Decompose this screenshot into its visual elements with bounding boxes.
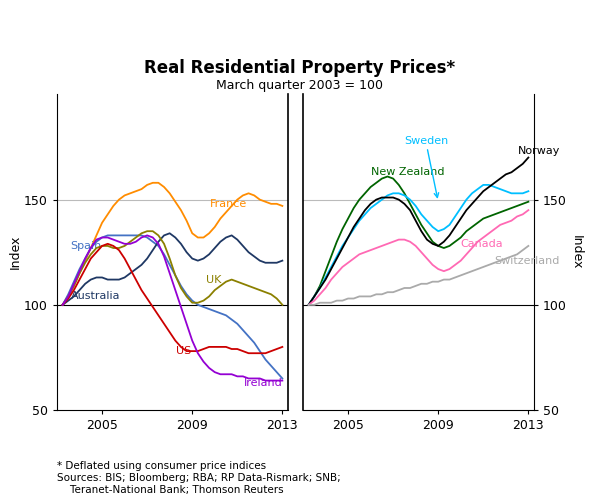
Y-axis label: Index: Index	[8, 235, 22, 269]
Text: Australia: Australia	[71, 291, 120, 301]
Text: UK: UK	[206, 274, 221, 285]
Text: * Deflated using consumer price indices
Sources: BIS; Bloomberg; RBA; RP Data-Ri: * Deflated using consumer price indices …	[57, 461, 341, 495]
Text: Switzerland: Switzerland	[494, 255, 560, 265]
Y-axis label: Index: Index	[569, 235, 583, 269]
Text: New Zealand: New Zealand	[371, 167, 444, 177]
Text: US: US	[176, 346, 191, 356]
Text: Canada: Canada	[461, 239, 503, 249]
Text: Real Residential Property Prices*: Real Residential Property Prices*	[145, 59, 455, 77]
Text: Spain: Spain	[71, 241, 102, 251]
Text: Sweden: Sweden	[404, 136, 449, 146]
Text: Ireland: Ireland	[244, 378, 283, 388]
Text: March quarter 2003 = 100: March quarter 2003 = 100	[217, 79, 383, 92]
Text: Norway: Norway	[518, 146, 560, 156]
Text: France: France	[210, 199, 247, 209]
